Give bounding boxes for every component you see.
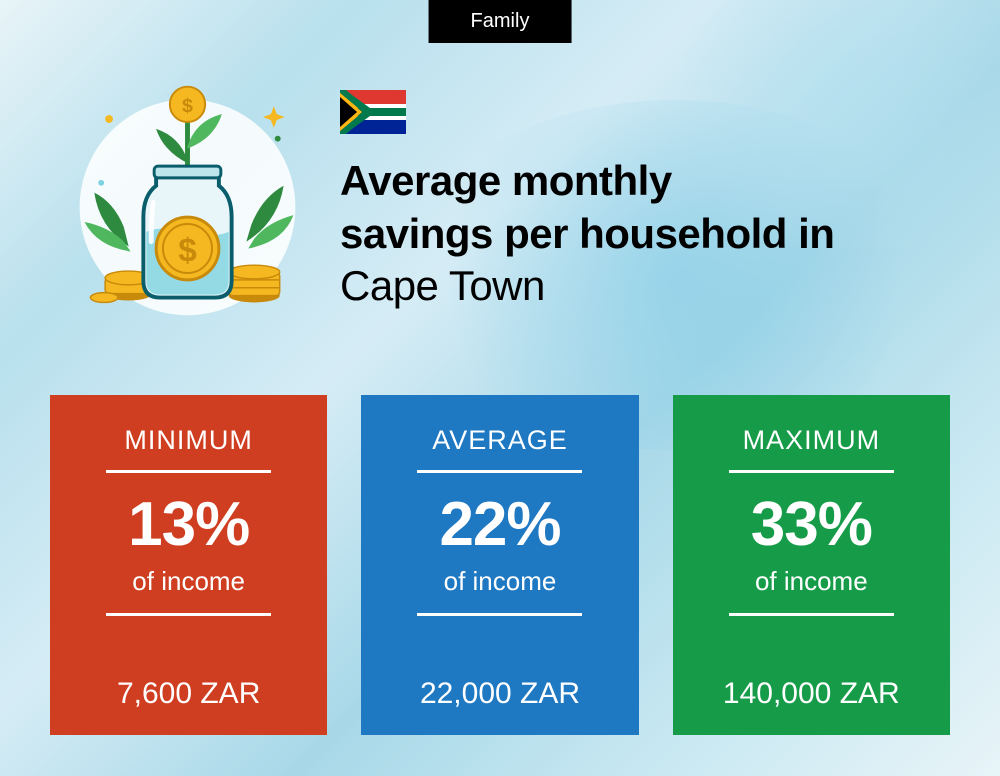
- card-percent: 33%: [751, 489, 872, 560]
- svg-text:$: $: [182, 95, 193, 117]
- card-divider: [106, 470, 271, 473]
- card-subtext: of income: [132, 566, 245, 597]
- stats-cards-row: MINIMUM 13% of income 7,600 ZAR AVERAGE …: [50, 395, 950, 735]
- card-percent: 22%: [439, 489, 560, 560]
- card-subtext: of income: [444, 566, 557, 597]
- card-divider: [729, 613, 894, 616]
- card-percent: 13%: [128, 489, 249, 560]
- card-amount: 22,000 ZAR: [420, 677, 580, 711]
- card-label: MAXIMUM: [743, 425, 881, 456]
- card-label: MINIMUM: [124, 425, 252, 456]
- title-city: Cape Town: [340, 262, 545, 309]
- card-amount: 7,600 ZAR: [117, 677, 260, 711]
- title-line-1: Average monthly: [340, 157, 672, 204]
- card-divider: [417, 470, 582, 473]
- category-tag: Family: [429, 0, 572, 43]
- south-africa-flag-icon: [340, 90, 406, 134]
- page-title: Average monthly savings per household in…: [340, 155, 940, 313]
- stat-card-average: AVERAGE 22% of income 22,000 ZAR: [361, 395, 638, 735]
- svg-text:$: $: [178, 232, 197, 269]
- card-amount: 140,000 ZAR: [723, 677, 900, 711]
- card-divider: [106, 613, 271, 616]
- stat-card-minimum: MINIMUM 13% of income 7,600 ZAR: [50, 395, 327, 735]
- title-line-2: savings per household in: [340, 210, 834, 257]
- card-label: AVERAGE: [432, 425, 568, 456]
- card-divider: [417, 613, 582, 616]
- card-divider: [729, 470, 894, 473]
- card-subtext: of income: [755, 566, 868, 597]
- stat-card-maximum: MAXIMUM 33% of income 140,000 ZAR: [673, 395, 950, 735]
- savings-jar-illustration: $ $: [60, 70, 315, 325]
